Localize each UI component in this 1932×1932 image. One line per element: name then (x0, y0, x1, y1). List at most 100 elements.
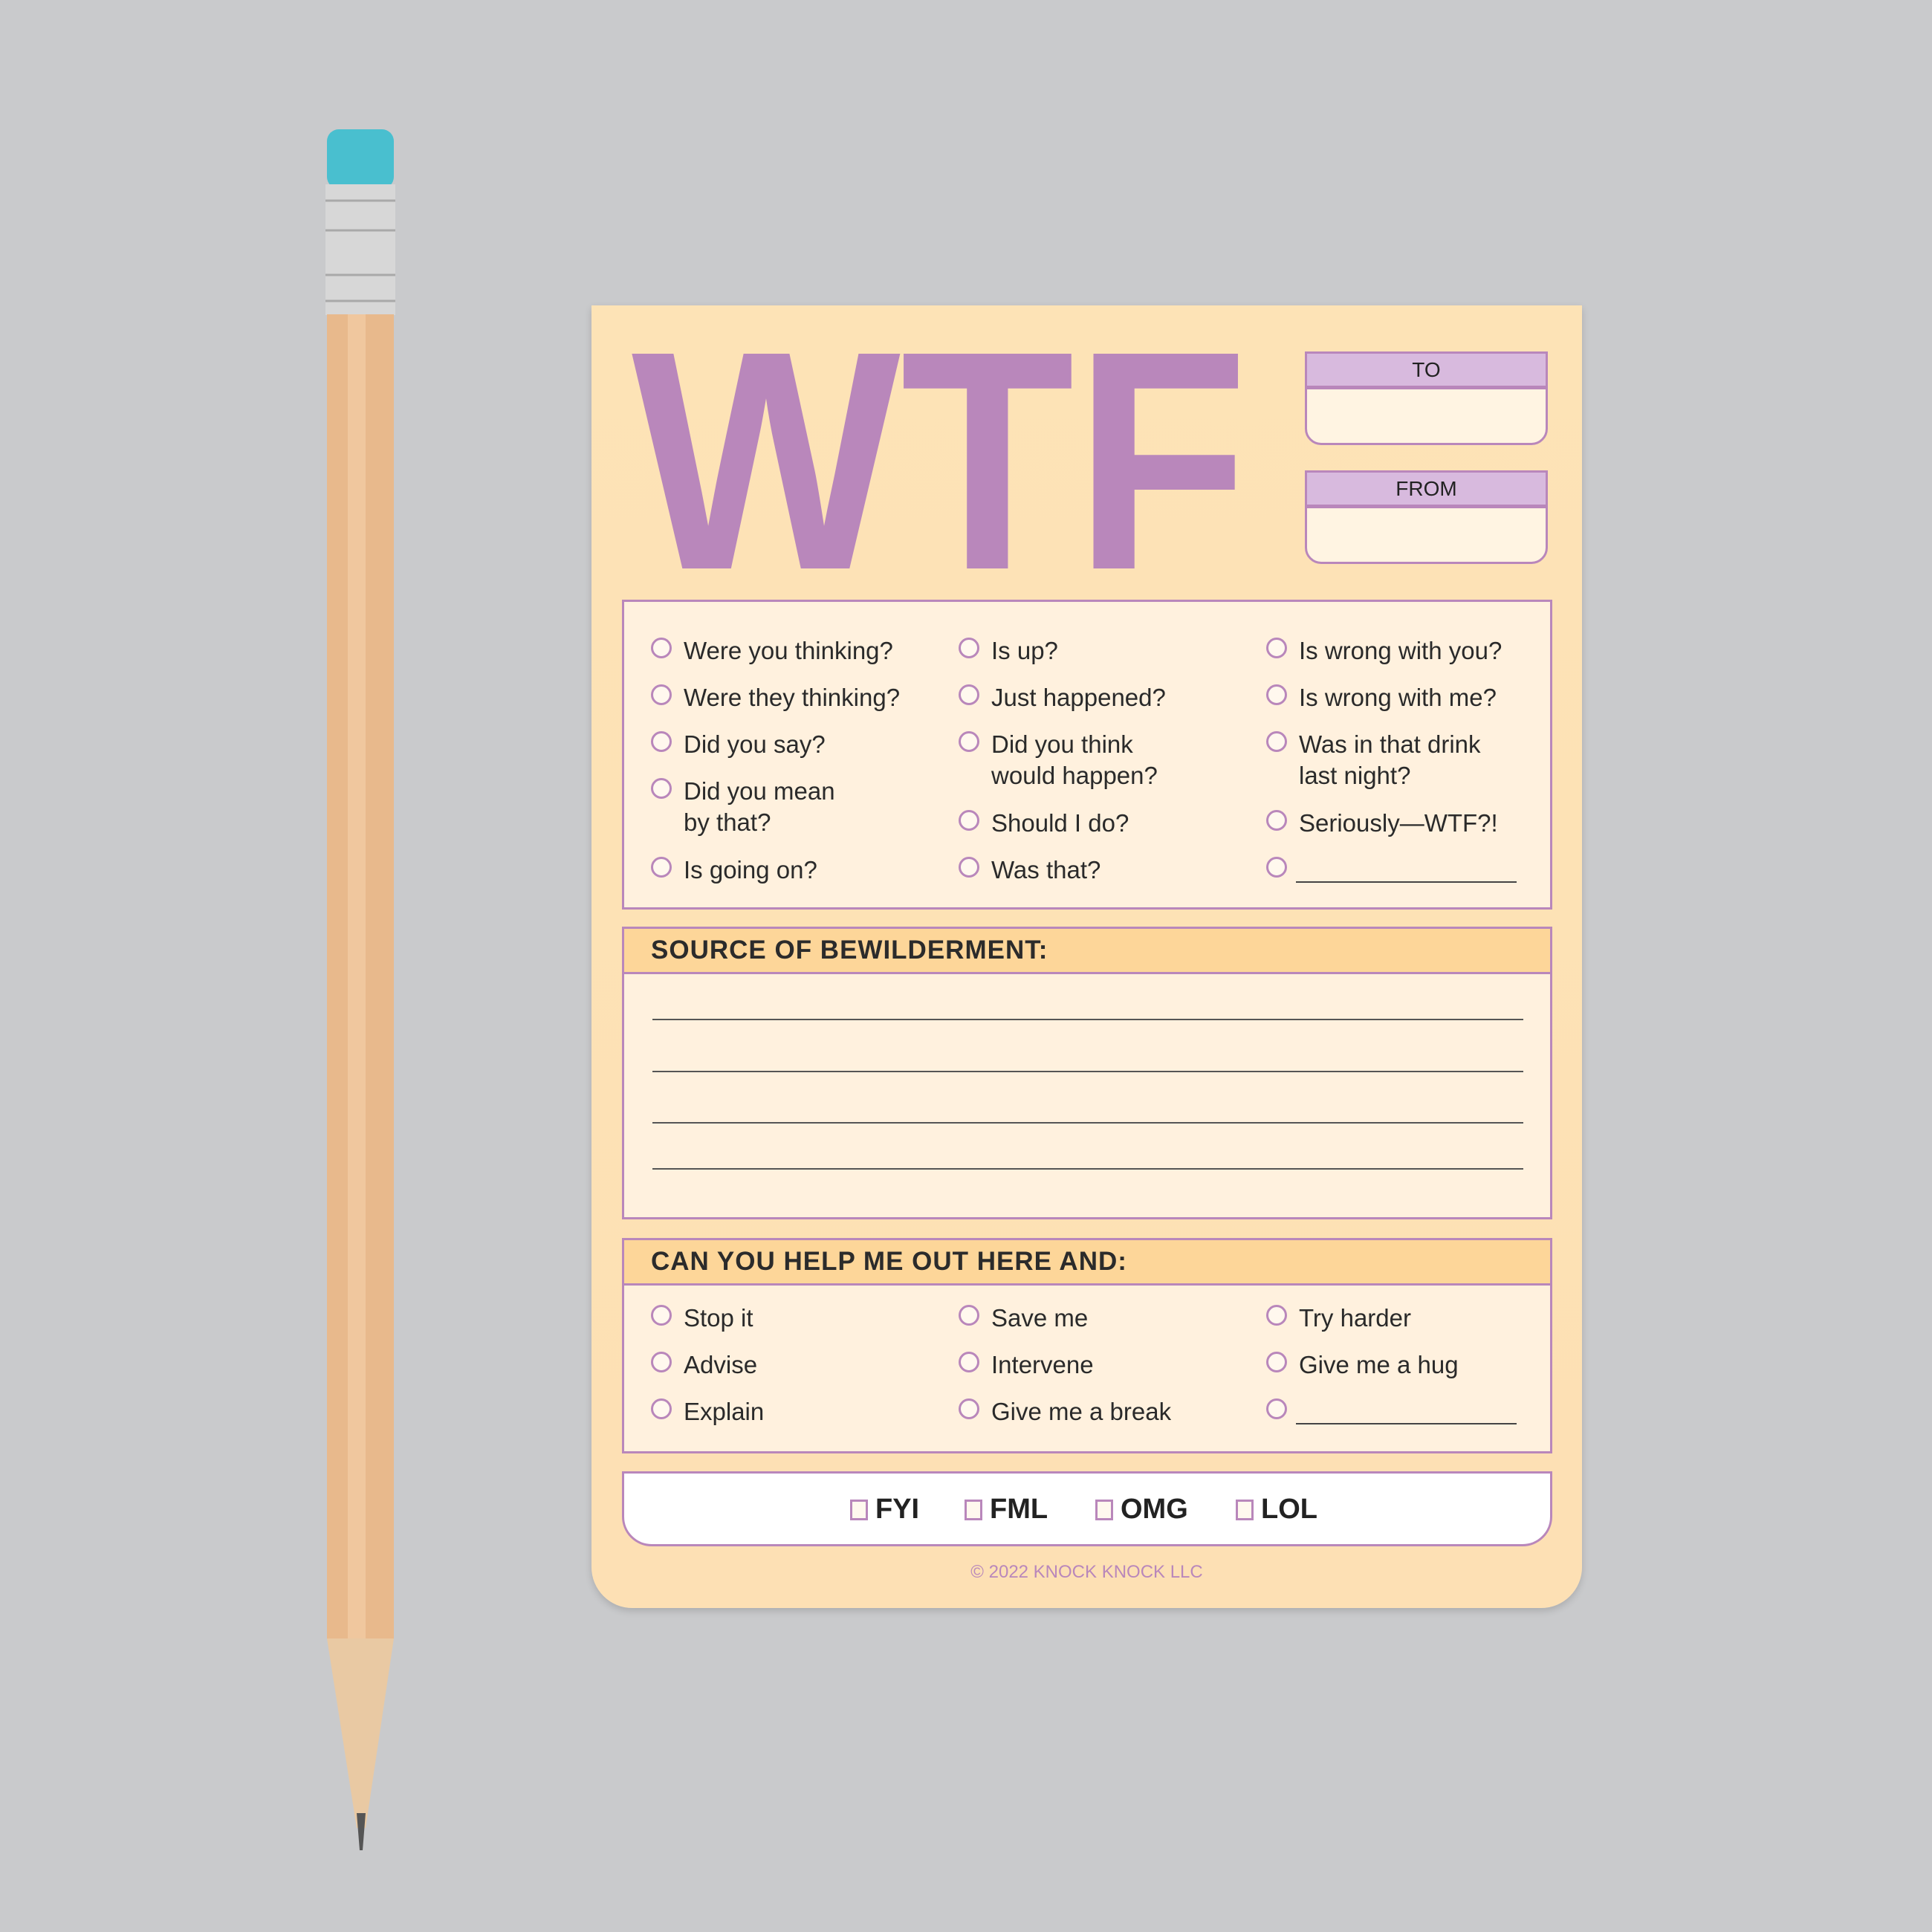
radio-circle-icon[interactable] (1266, 1398, 1287, 1419)
radio-circle-icon[interactable] (651, 731, 672, 752)
tag-label: OMG (1121, 1494, 1188, 1525)
question-text: by that? (684, 808, 771, 836)
question-text: Seriously—WTF?! (1299, 809, 1498, 837)
questions-section: Were you thinking? Were they thinking? Did… (622, 600, 1552, 910)
blank-line[interactable] (1296, 1423, 1517, 1424)
copyright: © 2022 KNOCK KNOCK LLC (970, 1562, 1203, 1582)
help-text: Explain (684, 1398, 765, 1425)
question-option[interactable]: Did you think would happen? (959, 729, 1158, 791)
help-option[interactable]: Give me a break (959, 1396, 1172, 1427)
radio-circle-icon[interactable] (651, 1352, 672, 1372)
question-option[interactable]: Did you mean by that? (651, 776, 835, 838)
help-text: Give me a break (991, 1398, 1172, 1425)
writing-line[interactable] (652, 1071, 1523, 1072)
writing-line[interactable] (652, 1168, 1523, 1170)
help-text: Intervene (991, 1351, 1094, 1378)
checkbox-icon[interactable] (965, 1500, 982, 1520)
radio-circle-icon[interactable] (959, 1352, 979, 1372)
question-option[interactable]: Were they thinking? (651, 682, 901, 713)
radio-circle-icon[interactable] (1266, 857, 1287, 878)
checkbox-icon[interactable] (850, 1500, 868, 1520)
question-text: Were they thinking? (684, 684, 901, 711)
help-heading: CAN YOU HELP ME OUT HERE AND: (624, 1240, 1550, 1286)
radio-circle-icon[interactable] (1266, 1305, 1287, 1326)
help-option[interactable]: Stop it (651, 1303, 753, 1334)
question-text: Is wrong with you? (1299, 637, 1503, 664)
help-text: Give me a hug (1299, 1351, 1459, 1378)
checkbox-icon[interactable] (1095, 1500, 1113, 1520)
question-option[interactable]: Were you thinking? (651, 635, 893, 667)
tag-omg-checkbox[interactable]: OMG (1095, 1494, 1188, 1524)
radio-circle-icon[interactable] (651, 1398, 672, 1419)
help-text: Save me (991, 1304, 1089, 1332)
tag-label: FYI (875, 1494, 920, 1525)
help-option[interactable]: Save me (959, 1303, 1089, 1334)
question-text: Did you think (991, 730, 1133, 758)
tag-fml-checkbox[interactable]: FML (965, 1494, 1048, 1524)
radio-circle-icon[interactable] (959, 731, 979, 752)
radio-circle-icon[interactable] (959, 810, 979, 831)
question-text: Should I do? (991, 809, 1129, 837)
pencil-eraser (327, 129, 394, 189)
question-text: Did you mean (684, 777, 835, 805)
question-text: would happen? (991, 762, 1158, 789)
radio-circle-icon[interactable] (1266, 810, 1287, 831)
question-option[interactable]: Just happened? (959, 682, 1166, 713)
tag-fyi-checkbox[interactable]: FYI (850, 1494, 919, 1524)
radio-circle-icon[interactable] (1266, 684, 1287, 705)
question-text: Were you thinking? (684, 637, 893, 664)
question-option[interactable]: Seriously—WTF?! (1266, 808, 1498, 839)
tag-lol-checkbox[interactable]: LOL (1236, 1494, 1317, 1524)
tag-label: FML (990, 1494, 1048, 1525)
from-label: FROM (1307, 473, 1546, 508)
help-text: Advise (684, 1351, 758, 1378)
question-option[interactable]: Was that? (959, 855, 1100, 886)
radio-circle-icon[interactable] (1266, 638, 1287, 658)
radio-circle-icon[interactable] (959, 1398, 979, 1419)
help-option[interactable]: Try harder (1266, 1303, 1411, 1334)
help-text: Stop it (684, 1304, 753, 1332)
from-field[interactable]: FROM (1305, 470, 1548, 564)
writing-line[interactable] (652, 1122, 1523, 1124)
radio-circle-icon[interactable] (651, 1305, 672, 1326)
to-field[interactable]: TO (1305, 351, 1548, 445)
radio-circle-icon[interactable] (959, 1305, 979, 1326)
question-option[interactable]: Is wrong with me? (1266, 682, 1497, 713)
question-option[interactable]: Did you say? (651, 729, 826, 760)
help-option[interactable]: Advise (651, 1349, 758, 1381)
radio-circle-icon[interactable] (651, 778, 672, 799)
question-text: Just happened? (991, 684, 1166, 711)
radio-circle-icon[interactable] (651, 857, 672, 878)
radio-circle-icon[interactable] (1266, 731, 1287, 752)
radio-circle-icon[interactable] (1266, 1352, 1287, 1372)
help-text: Try harder (1299, 1304, 1411, 1332)
tag-checkboxes: FYI FML OMG LOL (622, 1471, 1552, 1546)
question-text: Did you say? (684, 730, 826, 758)
help-option[interactable]: Give me a hug (1266, 1349, 1459, 1381)
checkbox-icon[interactable] (1236, 1500, 1254, 1520)
question-option[interactable]: Is going on? (651, 855, 817, 886)
question-text: Was in that drink (1299, 730, 1481, 758)
source-section: SOURCE OF BEWILDERMENT: (622, 927, 1552, 1219)
radio-circle-icon[interactable] (651, 638, 672, 658)
question-text: Is wrong with me? (1299, 684, 1497, 711)
help-option[interactable]: Intervene (959, 1349, 1094, 1381)
question-text: last night? (1299, 762, 1411, 789)
question-option[interactable]: Should I do? (959, 808, 1129, 839)
wtf-title: WTF (632, 327, 1248, 580)
pencil (325, 129, 395, 1850)
blank-line[interactable] (1296, 881, 1517, 883)
radio-circle-icon[interactable] (651, 684, 672, 705)
radio-circle-icon[interactable] (959, 638, 979, 658)
radio-circle-icon[interactable] (959, 857, 979, 878)
question-text: Is up? (991, 637, 1058, 664)
radio-circle-icon[interactable] (959, 684, 979, 705)
question-option[interactable]: Is up? (959, 635, 1058, 667)
question-text: Is going on? (684, 856, 817, 884)
question-option[interactable]: Is wrong with you? (1266, 635, 1503, 667)
tag-label: LOL (1261, 1494, 1317, 1525)
question-option[interactable]: Was in that drink last night? (1266, 729, 1481, 791)
writing-line[interactable] (652, 1019, 1523, 1020)
help-option[interactable]: Explain (651, 1396, 765, 1427)
source-heading: SOURCE OF BEWILDERMENT: (624, 929, 1550, 974)
